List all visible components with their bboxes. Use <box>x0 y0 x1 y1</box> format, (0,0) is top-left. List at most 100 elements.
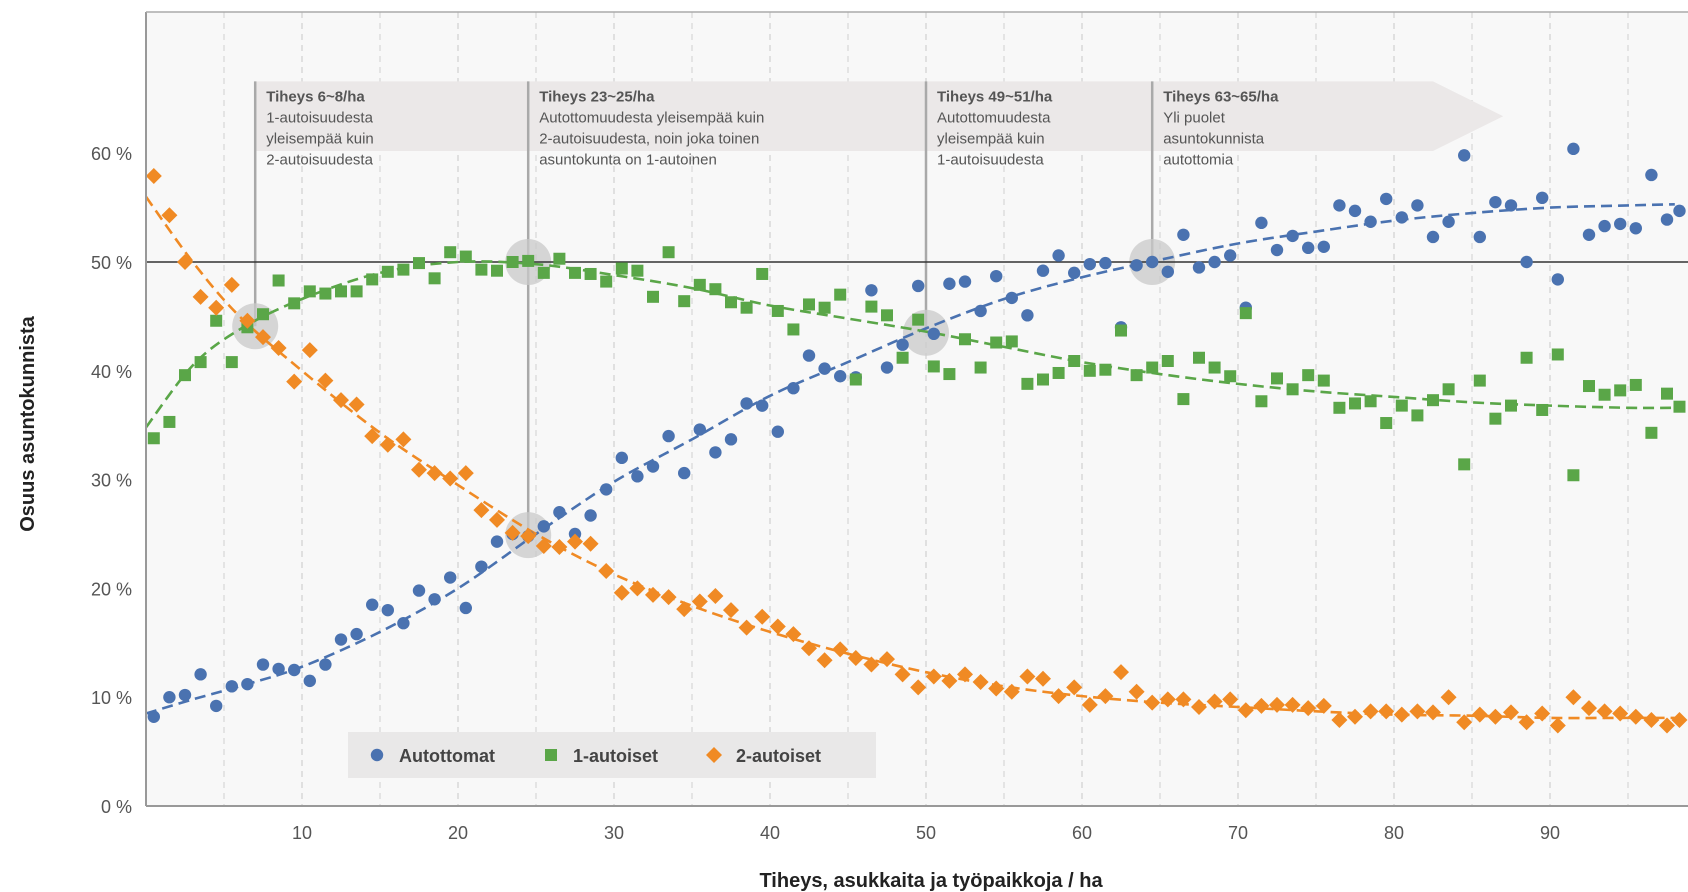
point-series3-81 <box>1393 706 1410 723</box>
point-series2-85 <box>1458 458 1471 471</box>
point-series2-91 <box>1551 348 1564 361</box>
point-series2-98 <box>1661 387 1673 400</box>
point-series2-30 <box>600 275 613 288</box>
point-series3-45 <box>832 641 849 658</box>
point-series1-16 <box>381 603 394 617</box>
point-series3-41 <box>769 618 786 635</box>
y-tick-0: 0 % <box>101 797 132 817</box>
trend-line-1 <box>145 203 1675 715</box>
point-series2-94 <box>1598 388 1611 401</box>
point-series3-42 <box>785 626 802 643</box>
y-tick-60: 60 % <box>91 144 132 164</box>
intersection-marker-1 <box>232 303 279 350</box>
point-series2-69 <box>1208 361 1221 374</box>
x-tick-90: 90 <box>1540 823 1560 843</box>
point-series1-19 <box>428 593 441 606</box>
annotation-1-line-2: yleisempää kuin <box>266 130 374 147</box>
point-series3-24 <box>504 524 521 541</box>
point-series3-67 <box>1175 691 1192 708</box>
annotation-title-4: Tiheys 63~65/ha <box>1163 88 1279 105</box>
annotation-arrow <box>255 81 1504 152</box>
point-series1-15 <box>366 598 379 611</box>
point-series1-34 <box>662 429 675 443</box>
point-series3-40 <box>754 608 771 625</box>
point-series2-21 <box>459 250 472 263</box>
point-series3-34 <box>660 589 677 606</box>
y-tick-50: 50 % <box>91 253 132 273</box>
point-series3-1 <box>145 168 162 185</box>
point-series2-59 <box>1052 366 1065 379</box>
point-series1-11 <box>303 674 316 688</box>
point-series2-88 <box>1505 399 1517 412</box>
point-series3-13 <box>333 392 349 409</box>
point-series2-78 <box>1349 397 1361 410</box>
point-series1-83 <box>1426 230 1440 244</box>
point-series1-8 <box>256 658 270 671</box>
point-series1-14 <box>350 627 363 641</box>
point-series2-14 <box>350 285 363 298</box>
point-series1-1 <box>147 710 160 723</box>
point-series2-18 <box>413 257 425 270</box>
point-series3-29 <box>582 535 599 552</box>
point-series2-15 <box>366 273 379 286</box>
data-points <box>145 142 1688 734</box>
annotation-1-line-1: 1-autoisuudesta <box>266 109 373 126</box>
point-series3-56 <box>1003 683 1020 700</box>
point-series1-22 <box>475 560 488 573</box>
point-series2-50 <box>912 313 925 326</box>
point-series1-36 <box>693 423 706 436</box>
point-series3-44 <box>816 652 833 669</box>
point-series2-6 <box>225 356 238 369</box>
point-series1-68 <box>1192 261 1206 274</box>
point-series3-5 <box>208 299 225 316</box>
point-series1-76 <box>1317 240 1331 253</box>
point-series2-9 <box>272 274 285 287</box>
point-series1-79 <box>1364 215 1377 228</box>
point-series1-95 <box>1614 217 1627 231</box>
point-series3-97 <box>1643 712 1660 729</box>
point-series3-54 <box>972 673 989 690</box>
point-series2-33 <box>647 290 659 303</box>
point-series3-66 <box>1159 691 1176 708</box>
point-series3-62 <box>1097 688 1114 705</box>
point-series2-57 <box>1021 377 1034 390</box>
point-series2-26 <box>537 266 550 279</box>
point-series3-91 <box>1549 717 1566 734</box>
point-series2-23 <box>491 264 503 277</box>
point-series1-75 <box>1302 241 1315 255</box>
point-series1-42 <box>787 382 800 395</box>
point-series2-32 <box>631 264 644 277</box>
annotation-2-line-3: asuntokunta on 1-autoinen <box>539 151 717 168</box>
point-series2-52 <box>943 368 956 381</box>
y-axis-title: Osuus asuntokunnista <box>17 315 39 531</box>
point-series2-35 <box>678 295 691 308</box>
point-series2-99 <box>1673 400 1686 413</box>
point-series1-57 <box>1021 309 1034 322</box>
x-tick-60: 60 <box>1072 823 1092 843</box>
point-series3-36 <box>691 593 708 610</box>
point-series1-32 <box>631 470 644 483</box>
point-series1-88 <box>1504 199 1518 212</box>
point-series3-70 <box>1222 691 1239 708</box>
point-series2-19 <box>428 272 441 285</box>
point-series1-58 <box>1036 264 1050 277</box>
point-series3-27 <box>551 539 568 556</box>
point-series1-98 <box>1660 213 1674 226</box>
point-series3-61 <box>1081 696 1098 713</box>
point-series2-28 <box>569 266 581 279</box>
point-series2-93 <box>1583 380 1595 393</box>
point-series3-21 <box>457 465 474 482</box>
point-series1-20 <box>444 571 457 584</box>
point-series2-37 <box>709 283 722 296</box>
point-series1-47 <box>865 284 878 297</box>
point-series3-55 <box>988 680 1005 697</box>
point-series2-24 <box>506 256 519 268</box>
point-series3-64 <box>1128 683 1145 700</box>
point-series1-92 <box>1567 142 1580 156</box>
point-series2-76 <box>1317 374 1330 387</box>
point-series1-54 <box>974 304 987 318</box>
point-series2-4 <box>194 356 207 369</box>
point-series1-65 <box>1146 255 1159 269</box>
point-series1-27 <box>553 506 566 519</box>
